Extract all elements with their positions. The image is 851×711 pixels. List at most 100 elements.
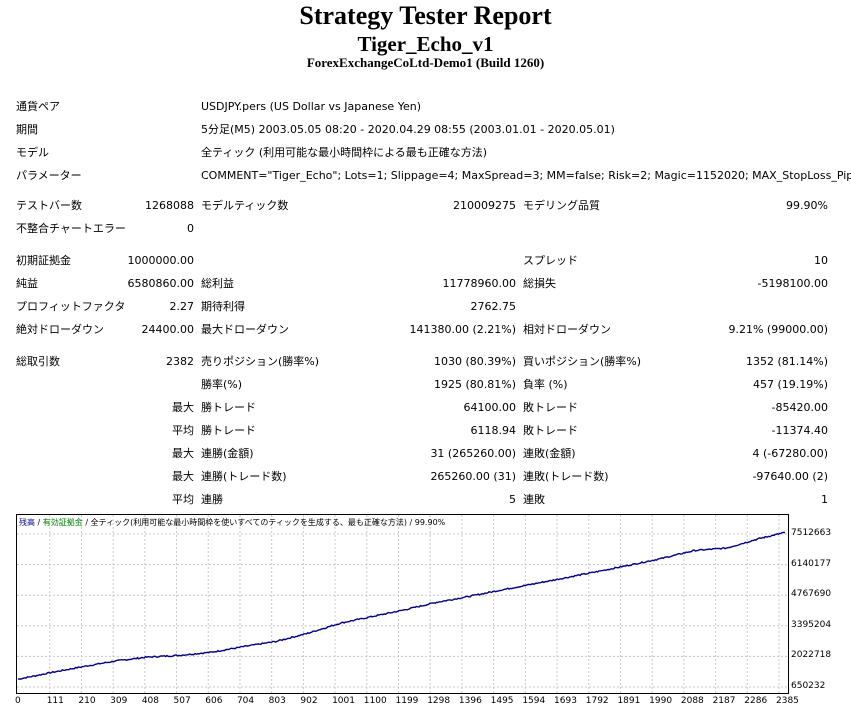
gross-profit-label: 総利益: [201, 277, 234, 290]
params-value: COMMENT="Tiger_Echo"; Lots=1; Slippage=4…: [201, 169, 851, 182]
spread-label: スプレッド: [523, 254, 578, 267]
x-tick-label: 309: [110, 696, 128, 706]
expected-payoff-label: 期待利得: [201, 300, 245, 313]
avg-consec-loss-value: 1: [821, 493, 828, 506]
symbol-value: USDJPY.pers (US Dollar vs Japanese Yen): [201, 100, 421, 113]
largest-win-label: 勝トレード: [201, 401, 256, 414]
rel-drawdown-value: 9.21% (99000.00): [728, 323, 828, 336]
net-profit-value: 6580860.00: [127, 277, 194, 290]
abs-drawdown-label: 絶対ドローダウン: [16, 323, 104, 336]
loss-rate-value: 457 (19.19%): [752, 378, 828, 391]
max-consec-win-cnt-value: 265260.00 (31): [430, 470, 516, 483]
x-tick-label: 1001: [332, 696, 355, 706]
max-consec-loss-amt-value: 4 (-67280.00): [752, 447, 828, 460]
x-tick-label: 210: [78, 696, 96, 706]
x-tick-label: 1990: [649, 696, 673, 706]
ticks-label: モデルティック数: [201, 199, 289, 212]
period-label: 期間: [16, 123, 38, 136]
expected-payoff-value: 2762.75: [470, 300, 517, 313]
x-tick-label: 408: [141, 696, 160, 706]
y-tick-label: 6140177: [791, 558, 832, 569]
total-trades-label: 総取引数: [16, 355, 60, 368]
y-tick-label: 650232: [791, 681, 826, 691]
gross-profit-value: 11778960.00: [442, 277, 516, 290]
x-tick-label: 1199: [395, 696, 419, 706]
y-tick-label: 7512663: [791, 528, 832, 538]
x-tick-label: 2187: [712, 696, 736, 706]
legend-sep-2: /: [82, 518, 91, 527]
profit-factor-value: 2.27: [169, 300, 195, 313]
avg-loss-value: -11374.40: [771, 424, 828, 437]
x-tick-label: 1594: [522, 696, 546, 706]
largest-loss-value: -85420.00: [771, 401, 828, 414]
rel-drawdown-label: 相対ドローダウン: [523, 323, 611, 336]
avg-consec-win-label: 連勝: [201, 493, 223, 506]
max-drawdown-value: 141380.00 (2.21%): [409, 323, 516, 336]
balance-chart-svg: [17, 515, 788, 693]
balance-chart: [16, 514, 789, 694]
x-tick-label: 111: [46, 696, 64, 706]
win-rate-label: 勝率(%): [201, 378, 243, 391]
profit-factor-label: プロフィットファクタ: [16, 300, 126, 313]
loss-rate-label: 負率 (%): [523, 378, 568, 391]
max-consec-loss-cnt-value: -97640.00 (2): [752, 470, 828, 483]
avg-loss-label: 敗トレード: [523, 424, 578, 437]
max-consec-win-amt-label: 連勝(金額): [201, 447, 254, 460]
deposit-value: 1000000.00: [127, 254, 194, 267]
quality-label: モデリング品質: [523, 199, 600, 212]
gross-loss-label: 総損失: [523, 277, 556, 290]
x-tick-label: 1100: [363, 696, 387, 706]
legend-sep-3: /: [406, 518, 415, 527]
x-tick-label: 902: [300, 696, 318, 706]
largest-loss-label: 敗トレード: [523, 401, 578, 414]
x-tick-label: 507: [173, 696, 191, 706]
quality-value: 99.90%: [786, 199, 828, 212]
deposit-label: 初期証拠金: [16, 254, 71, 267]
mismatch-label: 不整合チャートエラー: [16, 222, 126, 235]
y-tick-label: 3395204: [791, 619, 832, 630]
chart-legend: 残高 / 有効証拠金 / 全ティック(利用可能な最小時間枠を使いすべてのティック…: [19, 517, 445, 528]
avg-win-value: 6118.94: [470, 424, 517, 437]
server-build: ForexExchangeCoLtd-Demo1 (Build 1260): [306, 55, 545, 70]
x-tick-label: 1396: [458, 696, 482, 706]
params-label: パラメーター: [16, 169, 82, 182]
y-tick-label: 2022718: [791, 650, 832, 661]
max-drawdown-label: 最大ドローダウン: [201, 323, 289, 336]
average-label: 平均: [172, 424, 194, 437]
long-positions-value: 1352 (81.14%): [745, 355, 828, 368]
short-positions-label: 売りポジション(勝率%): [201, 355, 320, 368]
y-tick-label: 4767690: [791, 589, 832, 600]
x-tick-label: 0: [15, 696, 21, 706]
x-tick-label: 1693: [554, 696, 577, 706]
x-tick-label: 2385: [776, 696, 799, 706]
avg-win-label: 勝トレード: [201, 424, 256, 437]
x-tick-label: 704: [236, 696, 255, 706]
max-consec-loss-cnt-label: 連敗(トレード数): [523, 470, 609, 483]
avg-consec-label: 平均: [172, 493, 194, 506]
symbol-label: 通貨ペア: [16, 100, 60, 113]
largest-win-value: 64100.00: [463, 401, 517, 414]
win-rate-value: 1925 (80.81%): [433, 378, 516, 391]
short-positions-value: 1030 (80.39%): [433, 355, 516, 368]
abs-drawdown-value: 24400.00: [141, 323, 195, 336]
period-value: 5分足(M5) 2003.05.05 08:20 - 2020.04.29 08…: [201, 123, 615, 136]
x-tick-label: 1495: [490, 696, 514, 706]
model-label: モデル: [16, 146, 49, 159]
avg-consec-loss-label: 連敗: [523, 493, 545, 506]
x-tick-label: 2088: [680, 696, 704, 706]
ea-name: Tiger_Echo_v1: [357, 32, 494, 56]
x-tick-label: 1891: [617, 696, 641, 706]
avg-consec-win-value: 5: [509, 493, 516, 506]
ticks-value: 210009275: [453, 199, 516, 212]
x-tick-label: 2286: [744, 696, 768, 706]
legend-sep-1: /: [35, 518, 43, 527]
bars-value: 1268088: [145, 199, 194, 212]
model-value: 全ティック (利用可能な最小時間枠による最も正確な方法): [201, 146, 488, 159]
balance-line: [17, 531, 785, 680]
max-consec-loss-amt-label: 連敗(金額): [523, 447, 576, 460]
gross-loss-value: -5198100.00: [757, 277, 828, 290]
report-title: Strategy Tester Report: [299, 1, 552, 30]
x-tick-label: 1792: [585, 696, 609, 706]
largest-label: 最大: [172, 401, 194, 414]
long-positions-label: 買いポジション(勝率%): [523, 355, 642, 368]
